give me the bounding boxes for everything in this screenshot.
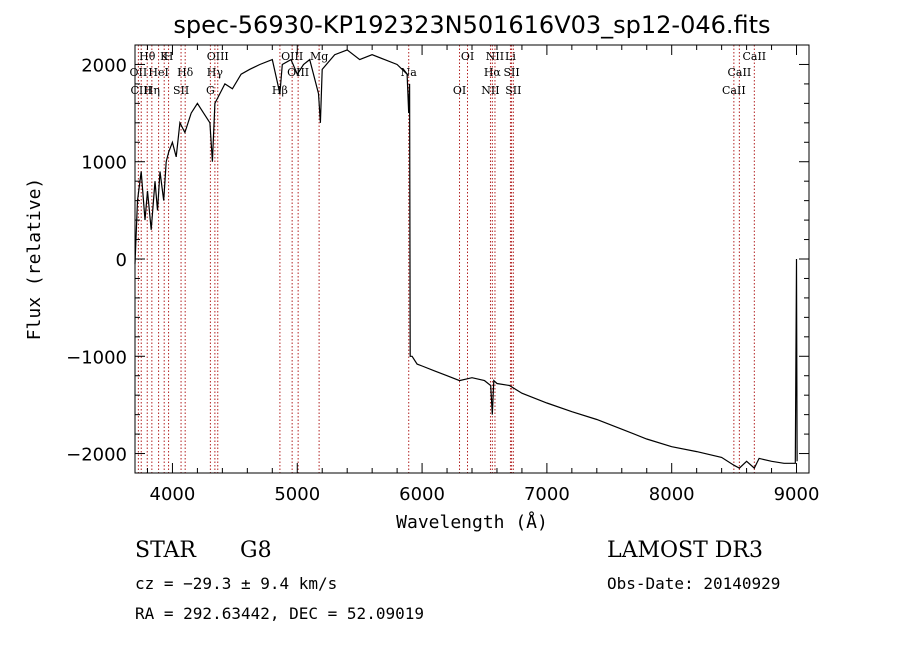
ra-dec: RA = 292.63442, DEC = 52.09019	[135, 604, 424, 623]
survey-name: LAMOST DR3	[607, 538, 763, 563]
plot-frame	[134, 44, 810, 474]
line-label: SII	[173, 84, 189, 97]
y-tick-label: 1000	[81, 153, 127, 174]
line-label: NII	[486, 50, 504, 63]
x-tick-label: 7000	[524, 484, 570, 505]
line-label: Hθ	[139, 50, 156, 63]
y-tick-label: 2000	[81, 55, 127, 76]
x-axis-ticks: 4000 5000 6000 7000 8000 9000	[146, 45, 820, 505]
line-label: K	[160, 50, 169, 63]
line-label: HeI	[148, 66, 168, 79]
x-tick-label: 4000	[150, 484, 196, 505]
obs-date: Obs-Date: 20140929	[607, 574, 781, 593]
line-label: CaII	[742, 50, 766, 63]
line-label: Li	[505, 50, 516, 63]
line-label: SII	[503, 66, 519, 79]
line-label: Hγ	[207, 66, 224, 79]
line-label: CaII	[722, 84, 746, 97]
x-tick-label: 5000	[274, 484, 320, 505]
y-tick-label: −1000	[66, 347, 127, 368]
line-label: OI	[453, 84, 466, 97]
line-label: NII	[481, 84, 499, 97]
object-class: STAR	[135, 538, 196, 563]
line-label: Hα	[484, 66, 502, 79]
line-label: SII	[505, 84, 521, 97]
line-label: H	[164, 50, 174, 63]
y-tick-label: 0	[116, 250, 127, 271]
x-tick-label: 8000	[649, 484, 695, 505]
line-label: OI	[461, 50, 474, 63]
line-label: G	[206, 84, 215, 97]
x-tick-label: 6000	[399, 484, 445, 505]
line-label: CaII	[728, 66, 752, 79]
line-label: Na	[401, 66, 418, 79]
y-axis-ticks: −2000 −1000 0 1000 2000	[66, 44, 809, 474]
y-axis-label: Flux (relative)	[24, 178, 45, 341]
line-label: Mg	[310, 50, 328, 63]
x-tick-label: 9000	[774, 484, 820, 505]
line-label: Hη	[144, 84, 160, 97]
y-tick-label: −2000	[66, 445, 127, 466]
object-subclass: G8	[240, 538, 272, 563]
chart-title: spec-56930-KP192323N501616V03_sp12-046.f…	[173, 11, 770, 39]
line-label: CIII	[131, 84, 152, 97]
flux-series-line	[134, 49, 798, 470]
line-label: OII	[130, 66, 148, 79]
x-axis-label: Wavelength (Å)	[396, 511, 548, 533]
line-labels: HθOIICIIIKHeIHηHHδSIIOIIIHγGOIIIOIIIHβMg…	[130, 50, 767, 97]
line-markers	[137, 45, 755, 473]
line-label: OIII	[207, 50, 229, 63]
redshift-value: cz = −29.3 ± 9.4 km/s	[135, 574, 338, 593]
line-label: Hδ	[177, 66, 194, 79]
